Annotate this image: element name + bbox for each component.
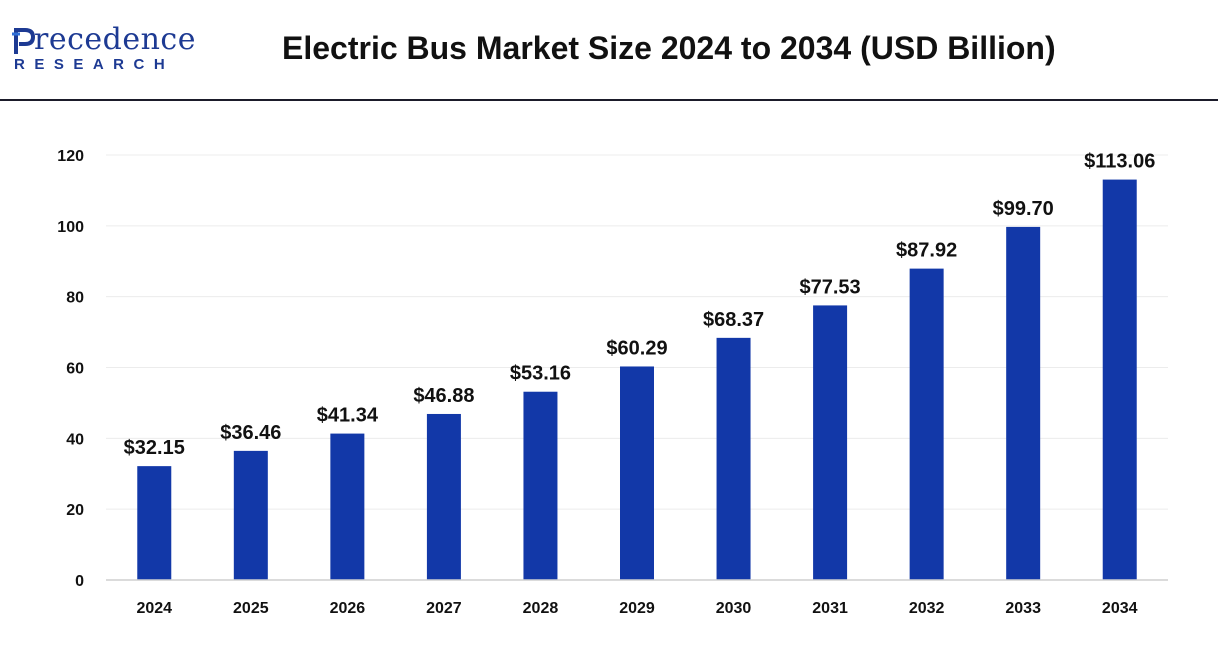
bar-2030[interactable] [716, 337, 751, 580]
x-tick-label-2032: 2032 [909, 600, 945, 617]
x-tick-label-2034: 2034 [1102, 600, 1138, 617]
precedence-p-logo-icon [12, 28, 36, 54]
y-tick-label: 80 [66, 290, 84, 307]
data-label-2028: $53.16 [510, 363, 571, 385]
header-divider [0, 99, 1218, 101]
x-tick-label-2033: 2033 [1005, 600, 1041, 617]
data-label-2024: $32.15 [124, 437, 185, 459]
data-label-2027: $46.88 [413, 385, 474, 407]
y-tick-label: 0 [75, 573, 84, 590]
header: recedence RESEARCH Electric Bus Market S… [0, 0, 1218, 100]
y-tick-label: 40 [66, 431, 84, 448]
logo-name: recedence [34, 22, 196, 57]
data-label-2033: $99.70 [993, 198, 1054, 220]
data-label-2026: $41.34 [317, 405, 379, 427]
brand-logo[interactable]: recedence RESEARCH [10, 20, 200, 76]
y-tick-label: 100 [57, 219, 84, 236]
bar-2024[interactable] [137, 466, 172, 580]
x-tick-label-2027: 2027 [426, 600, 462, 617]
logo-subtitle: RESEARCH [14, 56, 175, 73]
page-title: Electric Bus Market Size 2024 to 2034 (U… [282, 30, 1056, 66]
bar-2026[interactable] [330, 433, 365, 580]
data-labels: $32.15 $36.46 $41.34 $46.88 $53.16 $60.29 $68.… [124, 151, 1156, 460]
y-tick-label: 60 [66, 361, 84, 378]
bar-2025[interactable] [233, 450, 268, 580]
data-label-2034: $113.06 [1084, 151, 1155, 173]
y-tick-label: 120 [57, 148, 84, 165]
data-label-2032: $87.92 [896, 240, 957, 262]
bar-2033[interactable] [1006, 226, 1041, 581]
bars [137, 179, 1137, 581]
data-label-2030: $68.37 [703, 309, 764, 331]
data-label-2029: $60.29 [606, 337, 667, 359]
x-tick-label-2030: 2030 [716, 600, 752, 617]
x-tick-label-2024: 2024 [136, 600, 172, 617]
data-label-2031: $77.53 [800, 276, 861, 298]
x-tick-label-2029: 2029 [619, 600, 655, 617]
x-tick-label-2025: 2025 [233, 600, 269, 617]
bar-2028[interactable] [523, 391, 558, 580]
x-tick-label-2026: 2026 [330, 600, 366, 617]
y-tick-label: 20 [66, 502, 84, 519]
x-axis: 2024 2025 2026 2027 2028 2029 2030 2031 2032 2033… [106, 579, 1168, 617]
bar-2032[interactable] [909, 268, 944, 580]
data-label-2025: $36.46 [220, 422, 281, 444]
x-tick-label-2031: 2031 [812, 600, 848, 617]
bar-2027[interactable] [426, 413, 461, 580]
bar-2029[interactable] [620, 366, 654, 580]
bar-2034[interactable] [1102, 179, 1137, 580]
y-axis: 0 20 40 60 80 100 120 [57, 148, 84, 590]
x-tick-label-2028: 2028 [523, 600, 559, 617]
bar-2031[interactable] [813, 305, 848, 580]
